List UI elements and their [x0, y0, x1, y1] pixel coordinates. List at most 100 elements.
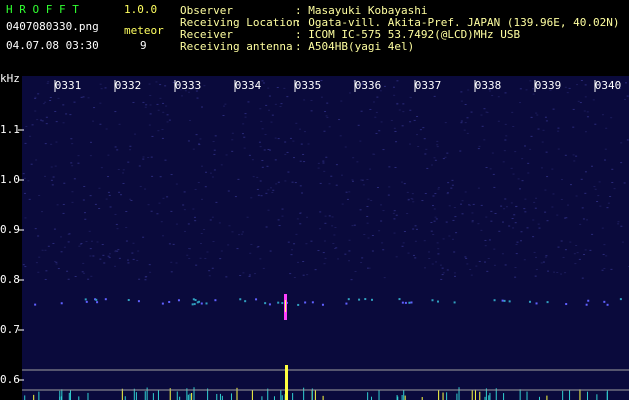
- noise-dot: [424, 153, 427, 155]
- noise-dot: [324, 222, 327, 224]
- noise-dot: [279, 106, 282, 108]
- bottom-spike: [438, 390, 440, 400]
- noise-dot: [484, 261, 487, 263]
- noise-dot: [243, 147, 246, 149]
- noise-dot: [159, 84, 162, 86]
- noise-dot: [446, 269, 449, 271]
- noise-dot: [345, 191, 348, 193]
- noise-dot: [414, 240, 417, 242]
- bottom-spike: [230, 393, 232, 400]
- noise-dot: [127, 262, 130, 264]
- noise-dot: [52, 242, 55, 244]
- noise-dot: [41, 211, 44, 213]
- noise-dot: [150, 210, 153, 212]
- noise-dot: [147, 204, 150, 206]
- noise-dot: [103, 262, 106, 264]
- bottom-spike: [314, 389, 316, 400]
- noise-dot: [301, 192, 304, 194]
- noise-dot: [626, 139, 629, 141]
- noise-dot: [453, 251, 456, 253]
- signal-dot: [191, 303, 194, 306]
- noise-dot: [395, 256, 398, 258]
- noise-dot: [49, 100, 52, 102]
- noise-dot: [415, 228, 418, 230]
- noise-dot: [432, 195, 435, 197]
- noise-dot: [577, 100, 580, 102]
- noise-dot: [34, 96, 37, 98]
- noise-dot: [454, 216, 457, 218]
- noise-dot: [125, 210, 128, 212]
- noise-dot: [322, 160, 325, 162]
- noise-dot: [243, 136, 246, 138]
- noise-dot: [504, 92, 507, 94]
- noise-dot: [40, 119, 43, 121]
- noise-dot: [224, 103, 227, 105]
- noise-dot: [170, 210, 173, 212]
- noise-dot: [115, 223, 118, 225]
- bottom-spike: [526, 391, 528, 400]
- noise-dot: [607, 202, 610, 204]
- noise-dot: [284, 180, 287, 182]
- noise-dot: [491, 95, 494, 97]
- noise-dot: [242, 231, 245, 233]
- noise-dot: [231, 132, 234, 134]
- noise-dot: [296, 87, 299, 89]
- noise-dot: [527, 162, 530, 164]
- noise-dot: [286, 151, 289, 153]
- noise-dot: [320, 80, 323, 82]
- bottom-spike: [446, 392, 448, 400]
- noise-dot: [453, 272, 456, 274]
- noise-dot: [393, 127, 396, 129]
- noise-dot: [265, 104, 268, 106]
- noise-dot: [497, 96, 500, 98]
- noise-dot: [325, 156, 328, 158]
- noise-dot: [197, 143, 200, 145]
- bottom-spike: [68, 392, 70, 400]
- noise-dot: [69, 114, 72, 116]
- noise-dot: [258, 141, 261, 143]
- noise-dot: [192, 208, 195, 210]
- noise-dot: [310, 110, 313, 112]
- noise-dot: [354, 271, 357, 273]
- signal-dot: [168, 300, 171, 303]
- noise-dot: [530, 135, 533, 137]
- noise-dot: [62, 212, 65, 214]
- signal-dot: [587, 299, 590, 302]
- noise-dot: [219, 258, 222, 260]
- noise-dot: [464, 122, 467, 124]
- noise-dot: [465, 257, 468, 259]
- noise-dot: [194, 220, 197, 222]
- noise-dot: [411, 193, 414, 195]
- noise-dot: [540, 167, 543, 169]
- noise-dot: [147, 157, 150, 159]
- noise-dot: [129, 198, 132, 200]
- noise-dot: [407, 199, 410, 201]
- noise-dot: [398, 109, 401, 111]
- noise-dot: [535, 112, 538, 114]
- noise-dot: [519, 188, 522, 190]
- noise-dot: [231, 150, 234, 152]
- noise-dot: [254, 273, 257, 275]
- noise-dot: [142, 158, 145, 160]
- noise-dot: [109, 206, 112, 208]
- signal-dot: [268, 303, 271, 306]
- noise-dot: [67, 278, 70, 280]
- signal-dot: [214, 299, 217, 302]
- noise-dot: [44, 278, 47, 280]
- noise-dot: [182, 204, 185, 206]
- noise-dot: [521, 158, 524, 160]
- noise-dot: [27, 180, 30, 182]
- noise-dot: [183, 209, 186, 211]
- noise-dot: [372, 101, 375, 103]
- noise-dot: [90, 240, 93, 242]
- noise-dot: [175, 183, 178, 185]
- noise-dot: [431, 205, 434, 207]
- noise-dot: [466, 132, 469, 134]
- noise-dot: [286, 96, 289, 98]
- noise-dot: [302, 274, 305, 276]
- noise-dot: [510, 167, 513, 169]
- noise-dot: [160, 221, 163, 223]
- noise-dot: [469, 268, 472, 270]
- noise-dot: [573, 160, 576, 162]
- noise-dot: [360, 262, 363, 264]
